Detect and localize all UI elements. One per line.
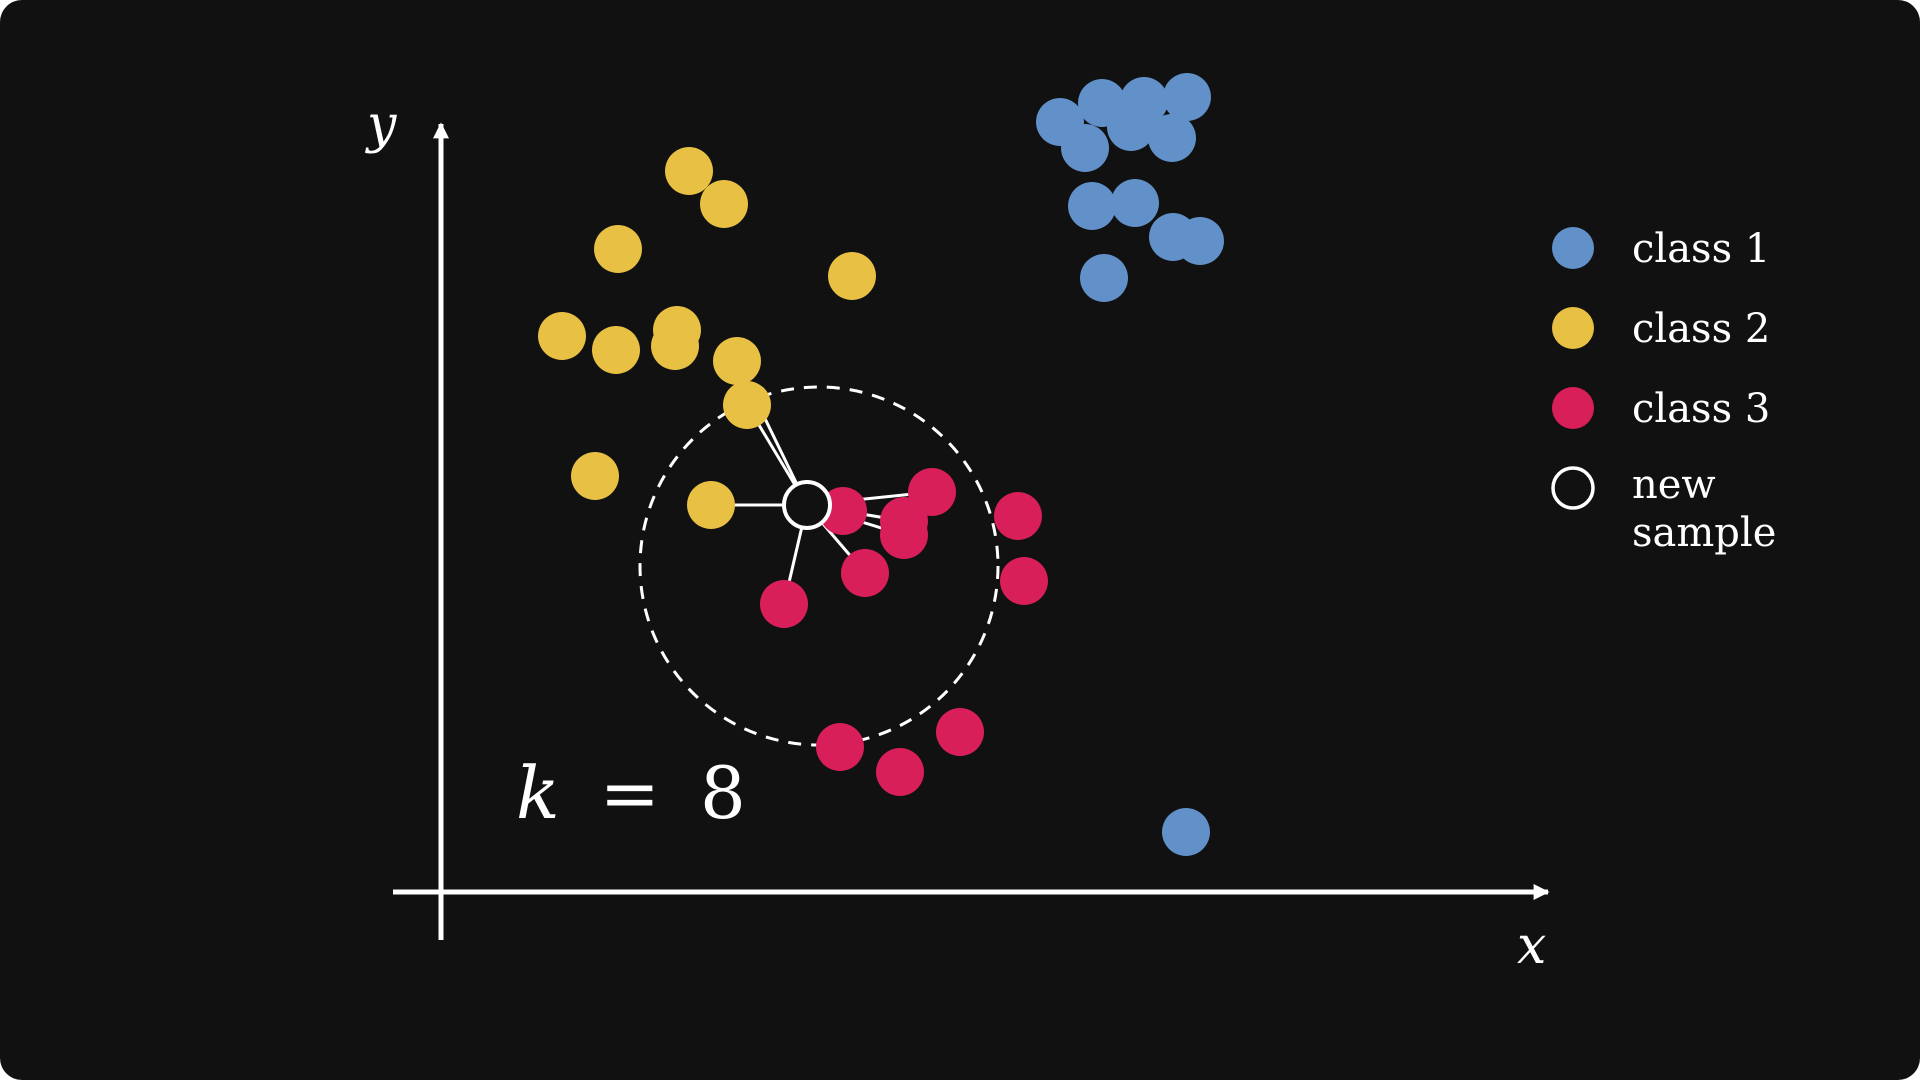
x-axis-label: x <box>1517 916 1546 976</box>
class-2-point <box>687 481 735 529</box>
new-sample-point <box>782 480 832 530</box>
legend-swatch-class-3 <box>1552 387 1594 429</box>
class-1-point <box>1148 114 1196 162</box>
y-axis-label: y <box>365 95 397 155</box>
class-3-point <box>1000 557 1048 605</box>
class-2-point <box>571 452 619 500</box>
class-1-point <box>1061 124 1109 172</box>
legend-label-new-sample-line-1: new <box>1632 462 1716 508</box>
class-3-point <box>876 748 924 796</box>
k-annotation: k = 8 <box>516 751 746 835</box>
class-1-point <box>1162 808 1210 856</box>
class-2-point <box>538 312 586 360</box>
class-1-point <box>1111 179 1159 227</box>
class-1-point <box>1163 73 1211 121</box>
k-symbol: k <box>516 751 560 835</box>
legend: class 1 class 2 class 3 new sample <box>1551 226 1776 556</box>
class-2-point <box>713 337 761 385</box>
legend-label-class-2: class 2 <box>1632 306 1770 352</box>
class-2-point <box>700 180 748 228</box>
class-1-point <box>1068 182 1116 230</box>
class-3-point <box>994 492 1042 540</box>
class-2-point <box>592 326 640 374</box>
class-3-point <box>880 511 928 559</box>
legend-label-new-sample-line-2: sample <box>1632 510 1776 556</box>
class-3-point <box>816 723 864 771</box>
class-3-point <box>760 580 808 628</box>
class-2-point <box>723 381 771 429</box>
k-value: 8 <box>700 751 746 835</box>
class-2-point <box>594 225 642 273</box>
legend-swatch-class-1 <box>1552 227 1594 269</box>
legend-swatch-new-sample <box>1551 466 1595 510</box>
class-2-point <box>665 147 713 195</box>
class-3-point <box>841 549 889 597</box>
data-points <box>538 73 1224 856</box>
legend-swatch-class-2 <box>1552 307 1594 349</box>
legend-label-class-3: class 3 <box>1632 386 1770 432</box>
neighborhood-circle <box>638 385 1000 747</box>
class-1-point <box>1107 103 1155 151</box>
k-equals: = <box>600 751 660 835</box>
class-1-point <box>1080 254 1128 302</box>
class-2-point <box>653 306 701 354</box>
class-1-point <box>1176 217 1224 265</box>
class-2-point <box>828 252 876 300</box>
legend-label-class-1: class 1 <box>1632 226 1770 272</box>
class-3-point <box>936 708 984 756</box>
